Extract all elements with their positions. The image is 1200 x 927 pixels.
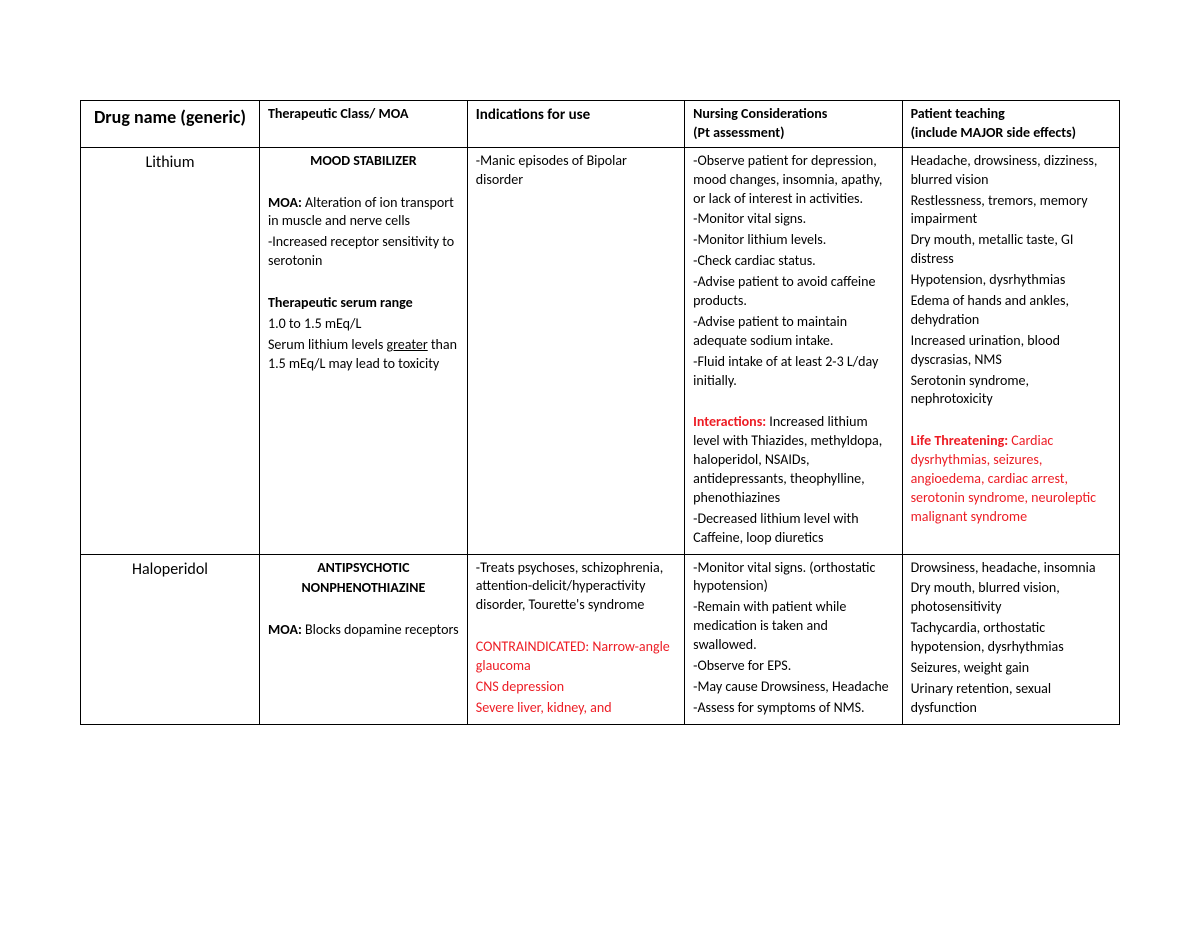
indications-cell: -Manic episodes of Bipolar disorder bbox=[467, 147, 684, 554]
pt-item: Dry mouth, blurred vision, photosensitiv… bbox=[911, 579, 1111, 617]
serum-line2b: greater bbox=[386, 336, 427, 353]
pt-item: Seizures, weight gain bbox=[911, 659, 1111, 678]
drug-name-cell: Lithium bbox=[81, 147, 260, 554]
drug-table: Drug name (generic) Therapeutic Class/ M… bbox=[80, 100, 1120, 725]
table-row: Haloperidol ANTIPSYCHOTIC NONPHENOTHIAZI… bbox=[81, 554, 1120, 724]
pt-item: Edema of hands and ankles, dehydration bbox=[911, 292, 1111, 330]
col-indications: Indications for use bbox=[467, 101, 684, 148]
pt-item: Urinary retention, sexual dysfunction bbox=[911, 680, 1111, 718]
pt-item: Restlessness, tremors, memory impairment bbox=[911, 192, 1111, 230]
class-label: MOOD STABILIZER bbox=[268, 152, 459, 171]
header-row: Drug name (generic) Therapeutic Class/ M… bbox=[81, 101, 1120, 148]
serum-line2a: Serum lithium levels bbox=[268, 336, 387, 353]
col-class-moa: Therapeutic Class/ MOA bbox=[259, 101, 467, 148]
indications-cell: -Treats psychoses, schizophrenia, attent… bbox=[467, 554, 684, 724]
moa-line2: -Increased receptor sensitivity to serot… bbox=[268, 233, 459, 271]
nc-item: -Fluid intake of at least 2-3 L/day init… bbox=[693, 353, 893, 391]
col-teaching-line1: Patient teaching bbox=[911, 105, 1005, 122]
nc-item: -Advise patient to maintain adequate sod… bbox=[693, 313, 893, 351]
class-label-1: ANTIPSYCHOTIC bbox=[268, 559, 459, 578]
col-nursing-line2: (Pt assessment) bbox=[693, 124, 784, 141]
nc-item: -Decreased lithium level with Caffeine, … bbox=[693, 510, 893, 548]
document-page: Drug name (generic) Therapeutic Class/ M… bbox=[0, 0, 1200, 725]
pt-item: Tachycardia, orthostatic hypotension, dy… bbox=[911, 619, 1111, 657]
indication-item: -Treats psychoses, schizophrenia, attent… bbox=[476, 559, 676, 616]
moa-text: MOA: Alteration of ion transport in musc… bbox=[268, 194, 459, 232]
interactions: Interactions: Increased lithium level wi… bbox=[693, 413, 893, 507]
drug-name-cell: Haloperidol bbox=[81, 554, 260, 724]
pt-item: Increased urination, blood dyscrasias, N… bbox=[911, 332, 1111, 370]
col-teaching-line2: (include MAJOR side effects) bbox=[911, 124, 1076, 141]
contra-2: CNS depression bbox=[476, 678, 676, 697]
moa-text: MOA: Blocks dopamine receptors bbox=[268, 621, 459, 640]
nc-item: -Monitor vital signs. (orthostatic hypot… bbox=[693, 559, 893, 597]
nc-item: -Check cardiac status. bbox=[693, 252, 893, 271]
teaching-cell: Drowsiness, headache, insomnia Dry mouth… bbox=[902, 554, 1119, 724]
nc-item: -Monitor vital signs. bbox=[693, 210, 893, 229]
col-teaching: Patient teaching (include MAJOR side eff… bbox=[902, 101, 1119, 148]
class-label-2: NONPHENOTHIAZINE bbox=[268, 579, 459, 598]
moa-body: Blocks dopamine receptors bbox=[302, 621, 459, 638]
nc-item: -Observe for EPS. bbox=[693, 657, 893, 676]
pt-item: Headache, drowsiness, dizziness, blurred… bbox=[911, 152, 1111, 190]
moa-cell: MOOD STABILIZER MOA: Alteration of ion t… bbox=[259, 147, 467, 554]
serum-label: Therapeutic serum range bbox=[268, 294, 459, 313]
nc-item: -Remain with patient while medication is… bbox=[693, 598, 893, 655]
serum-line2: Serum lithium levels greater than 1.5 mE… bbox=[268, 336, 459, 374]
indication-item: -Manic episodes of Bipolar disorder bbox=[476, 152, 676, 190]
pt-item: Hypotension, dysrhythmias bbox=[911, 271, 1111, 290]
contraindicated: CONTRAINDICATED: Narrow-angle glaucoma bbox=[476, 638, 676, 676]
col-nursing-line1: Nursing Considerations bbox=[693, 105, 827, 122]
teaching-cell: Headache, drowsiness, dizziness, blurred… bbox=[902, 147, 1119, 554]
nc-item: -Monitor lithium levels. bbox=[693, 231, 893, 250]
interactions-label: Interactions: bbox=[693, 413, 766, 430]
serum-line1: 1.0 to 1.5 mEq/L bbox=[268, 315, 459, 334]
nc-item: -Assess for symptoms of NMS. bbox=[693, 699, 893, 718]
nc-item: -Advise patient to avoid caffeine produc… bbox=[693, 273, 893, 311]
pt-item: Drowsiness, headache, insomnia bbox=[911, 559, 1111, 578]
contra-label: CONTRAINDICATED: bbox=[476, 638, 589, 655]
moa-label: MOA: bbox=[268, 194, 302, 211]
col-nursing: Nursing Considerations (Pt assessment) bbox=[685, 101, 902, 148]
nursing-cell: -Monitor vital signs. (orthostatic hypot… bbox=[685, 554, 902, 724]
nc-item: -Observe patient for depression, mood ch… bbox=[693, 152, 893, 209]
lt-label: Life Threatening: bbox=[911, 432, 1009, 449]
moa-label: MOA: bbox=[268, 621, 302, 638]
life-threatening: Life Threatening: Cardiac dysrhythmias, … bbox=[911, 432, 1111, 526]
pt-item: Serotonin syndrome, nephrotoxicity bbox=[911, 372, 1111, 410]
contra-3: Severe liver, kidney, and bbox=[476, 699, 676, 718]
col-drug-name: Drug name (generic) bbox=[81, 101, 260, 148]
pt-item: Dry mouth, metallic taste, GI distress bbox=[911, 231, 1111, 269]
table-row: Lithium MOOD STABILIZER MOA: Alteration … bbox=[81, 147, 1120, 554]
moa-cell: ANTIPSYCHOTIC NONPHENOTHIAZINE MOA: Bloc… bbox=[259, 554, 467, 724]
nc-item: -May cause Drowsiness, Headache bbox=[693, 678, 893, 697]
nursing-cell: -Observe patient for depression, mood ch… bbox=[685, 147, 902, 554]
